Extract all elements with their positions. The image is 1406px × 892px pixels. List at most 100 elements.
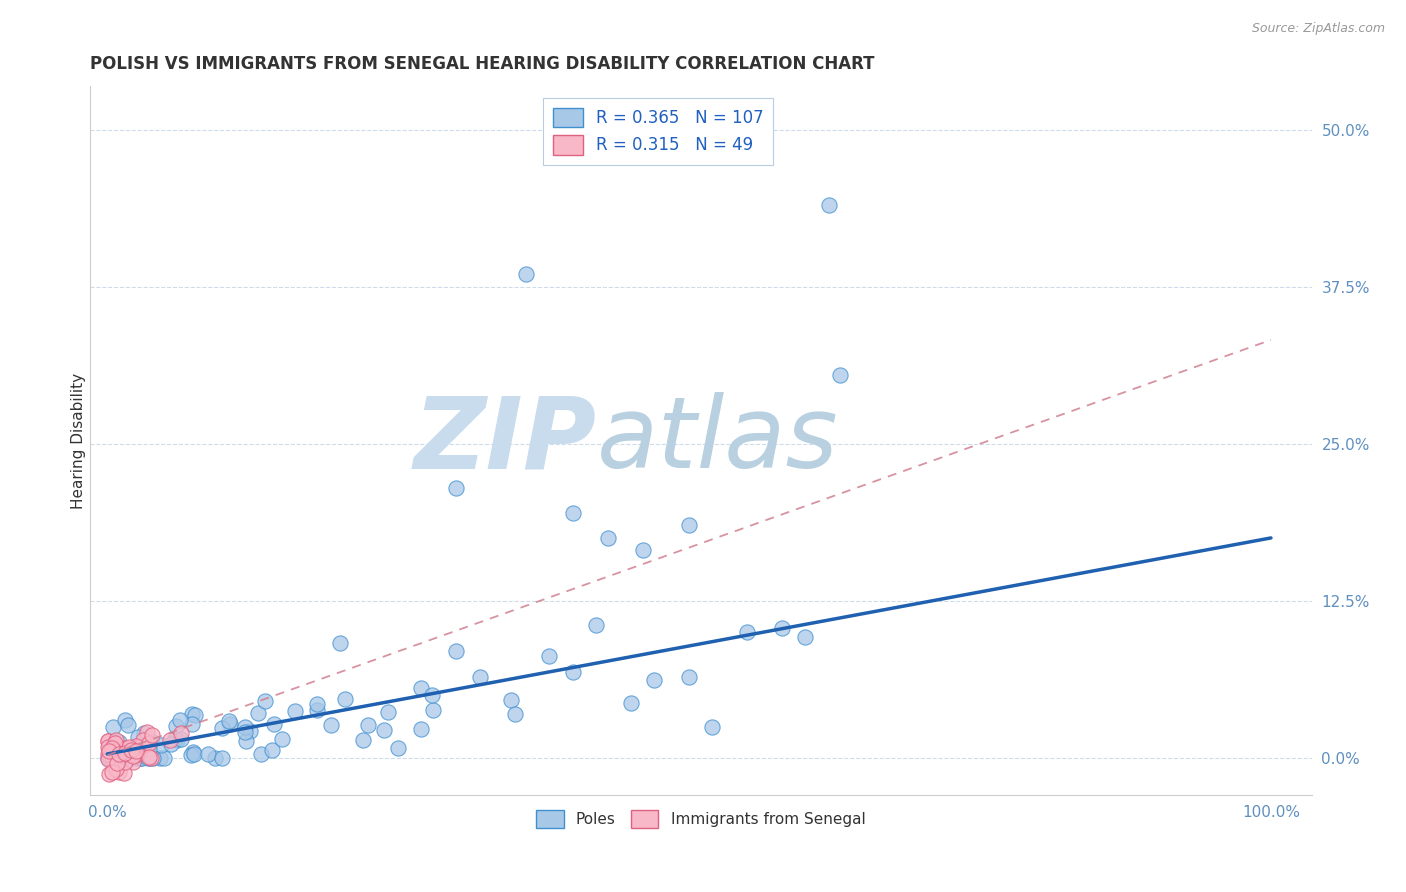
Point <box>138 749 160 764</box>
Point <box>120 743 142 757</box>
Point <box>503 706 526 721</box>
Point <box>98 766 121 780</box>
Point <box>129 741 152 756</box>
Point <box>204 750 226 764</box>
Point <box>260 743 283 757</box>
Point <box>101 765 124 780</box>
Point <box>166 732 188 747</box>
Point <box>319 718 342 732</box>
Point <box>538 648 561 663</box>
Point <box>150 738 173 752</box>
Point <box>97 747 120 761</box>
Point <box>422 689 444 703</box>
Point <box>97 752 120 766</box>
Point <box>125 749 148 764</box>
Point <box>127 730 149 744</box>
Point <box>131 750 153 764</box>
Point <box>197 747 219 761</box>
Point <box>218 714 240 729</box>
Point <box>98 741 121 756</box>
Point <box>184 707 207 722</box>
Point <box>105 750 128 764</box>
Point <box>115 750 138 764</box>
Point <box>333 692 356 706</box>
Point <box>219 717 242 731</box>
Point <box>122 747 145 761</box>
Point <box>561 665 583 680</box>
Point <box>737 625 759 640</box>
Point <box>101 741 124 756</box>
Point <box>165 719 187 733</box>
Legend: Poles, Immigrants from Senegal: Poles, Immigrants from Senegal <box>530 804 872 834</box>
Point <box>596 531 619 545</box>
Point <box>620 696 643 710</box>
Point <box>115 750 138 764</box>
Point <box>253 694 276 708</box>
Point <box>101 720 124 734</box>
Point <box>114 740 136 755</box>
Point <box>132 726 155 740</box>
Point <box>97 750 120 764</box>
Point <box>305 703 328 717</box>
Point <box>118 746 141 760</box>
Text: POLISH VS IMMIGRANTS FROM SENEGAL HEARING DISABILITY CORRELATION CHART: POLISH VS IMMIGRANTS FROM SENEGAL HEARIN… <box>90 55 875 73</box>
Point <box>170 731 193 746</box>
Point <box>104 744 127 758</box>
Point <box>153 750 176 764</box>
Point <box>110 749 132 764</box>
Point <box>211 721 233 735</box>
Point <box>499 693 522 707</box>
Y-axis label: Hearing Disability: Hearing Disability <box>72 373 86 508</box>
Point <box>678 670 700 684</box>
Point <box>169 713 191 727</box>
Point <box>138 750 160 764</box>
Point <box>411 722 433 736</box>
Point <box>446 644 468 658</box>
Point <box>702 720 724 734</box>
Point <box>211 750 233 764</box>
Point <box>235 734 257 748</box>
Point <box>678 518 700 533</box>
Point <box>103 742 125 756</box>
Point <box>233 725 256 739</box>
Point <box>115 750 138 764</box>
Point <box>112 765 135 780</box>
Point <box>181 745 204 759</box>
Point <box>131 740 153 755</box>
Point <box>270 731 292 746</box>
Point <box>104 750 127 764</box>
Point <box>101 747 124 761</box>
Point <box>159 733 181 747</box>
Point <box>373 723 395 737</box>
Point <box>125 739 148 753</box>
Point <box>305 697 328 711</box>
Text: ZIP: ZIP <box>413 392 598 489</box>
Point <box>468 670 491 684</box>
Point <box>108 735 131 749</box>
Point <box>105 745 128 759</box>
Point <box>142 750 165 764</box>
Point <box>103 744 125 758</box>
Point <box>117 750 139 764</box>
Point <box>127 747 149 761</box>
Point <box>129 750 152 764</box>
Point <box>141 751 163 765</box>
Point <box>770 621 793 635</box>
Point <box>329 636 352 650</box>
Point <box>104 739 127 754</box>
Point <box>97 740 120 755</box>
Point <box>139 750 162 764</box>
Point <box>170 725 193 739</box>
Point <box>149 750 172 764</box>
Point <box>561 506 583 520</box>
Point <box>446 481 468 495</box>
Point <box>103 750 125 764</box>
Point <box>263 717 285 731</box>
Point <box>122 747 145 762</box>
Point <box>112 750 135 764</box>
Point <box>105 756 128 770</box>
Point <box>100 750 122 764</box>
Point <box>387 741 409 756</box>
Point <box>794 630 817 644</box>
Point <box>128 750 150 764</box>
